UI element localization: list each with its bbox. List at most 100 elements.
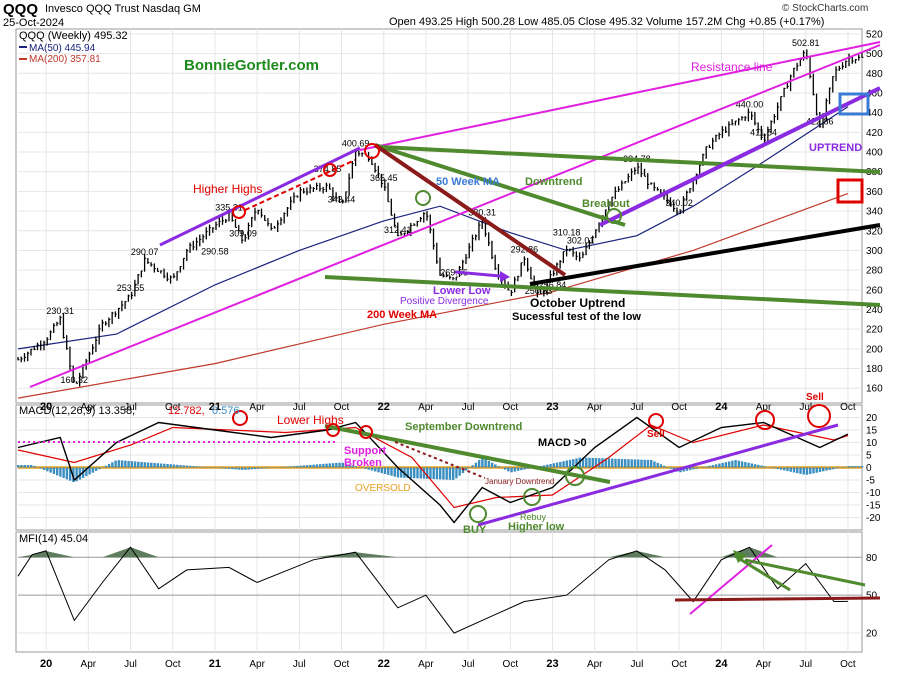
macd-histogram-bar: [611, 458, 614, 468]
x-tick-price-16: 24: [715, 401, 728, 413]
macd-histogram-bar: [682, 467, 685, 472]
purple-uptrend-line: [599, 86, 881, 227]
macd-legend-main: MACD(12,26,9) 13.358,: [19, 405, 135, 417]
macd-histogram-bar: [523, 467, 526, 470]
x-tick-bottom-5: Apr: [249, 659, 265, 670]
macd-histogram-bar: [218, 467, 221, 469]
macd-histogram-bar: [55, 467, 59, 476]
macd-histogram-bar: [140, 461, 143, 468]
macd-histogram-bar: [844, 466, 848, 468]
series-layer: 230.31 160.32 253.65 290.07 290.58 335.31 309.…: [17, 38, 864, 634]
x-tick-price-7: Oct: [334, 402, 350, 413]
legend-ma200: MA(200) 357.81: [29, 54, 101, 65]
price-data-label-9: 400.69: [342, 138, 370, 148]
price-data-label-11: 312.41: [384, 225, 412, 235]
macd-histogram-bar: [156, 463, 159, 468]
higher-highs-label: Higher Highs: [193, 182, 262, 196]
macd-histogram-bar: [591, 457, 594, 468]
macd-histogram-bar: [318, 464, 322, 468]
macd-histogram-bar: [744, 462, 747, 468]
macd-histogram-bar: [286, 466, 289, 468]
macd-histogram-bar: [776, 467, 779, 469]
ma50-line: [17, 106, 849, 350]
price-data-label-10: 365.45: [370, 173, 398, 183]
price-y-tick-8: 320: [866, 226, 883, 237]
macd-histogram-bar: [228, 467, 231, 469]
price-y-tick-15: 460: [866, 88, 883, 99]
macd-histogram-bar: [250, 467, 254, 470]
macd-histogram-bar: [292, 466, 296, 468]
mfi-support-line: [674, 596, 881, 602]
macd-histogram-bar: [257, 467, 260, 469]
macd-histogram-bar: [448, 467, 452, 480]
higher-low-label: Higher low: [508, 521, 565, 533]
macd-histogram-bar: [861, 466, 864, 468]
macd-histogram-bar: [91, 467, 95, 473]
macd-histogram-bar: [633, 459, 637, 468]
macd-y-tick-0: -20: [866, 513, 881, 524]
macd-histogram-bar: [72, 467, 75, 483]
macd-histogram-bar: [111, 462, 114, 468]
macd-histogram-bar: [546, 464, 549, 468]
ohlc-text: Open 493.25 High 500.28 Low 485.05 Close…: [389, 16, 825, 28]
x-tick-price-6: Jul: [293, 402, 306, 413]
x-tick-bottom-17: Apr: [756, 659, 772, 670]
rebuy-circle: [523, 488, 541, 506]
price-data-label-7: 374.85: [314, 164, 342, 174]
x-tick-price-11: Oct: [503, 402, 519, 413]
macd-histogram-bar: [818, 467, 822, 473]
macd-histogram-bar: [763, 466, 767, 468]
macd-histogram-bar: [812, 467, 815, 474]
x-tick-bottom-11: Oct: [503, 659, 519, 670]
macd-histogram-bar: [568, 459, 572, 468]
macd-histogram-bar: [182, 465, 185, 468]
x-tick-bottom-19: Oct: [840, 659, 856, 670]
macd-histogram-bar: [179, 465, 182, 468]
macd-histogram-bar: [542, 465, 546, 468]
macd-histogram-bar: [770, 467, 773, 468]
macd-histogram-bar: [692, 467, 695, 470]
x-tick-bottom-7: Oct: [334, 659, 350, 670]
macd-histogram-bar: [426, 467, 429, 479]
lower-low-arrowhead: [500, 271, 510, 282]
macd-histogram-bar: [396, 467, 400, 478]
macd-histogram-bar: [413, 467, 416, 479]
macd-histogram-bar: [202, 466, 205, 468]
macd-histogram-bar: [484, 459, 487, 468]
macd-histogram-bar: [685, 467, 689, 471]
macd-histogram-bar: [260, 467, 263, 469]
macd-histogram-bar: [490, 462, 494, 468]
price-data-label-12: 269.66: [440, 267, 468, 277]
macd-histogram-bar: [646, 459, 650, 468]
macd-histogram-bar: [656, 462, 659, 468]
macd-histogram-bar: [669, 467, 672, 469]
macd-histogram-bar: [59, 467, 62, 477]
macd-histogram-bar: [617, 458, 620, 468]
macd-histogram-bar: [643, 459, 646, 468]
macd-histogram-bar: [737, 460, 741, 468]
ma50-circle: [415, 190, 431, 206]
macd-histogram-bar: [150, 462, 153, 468]
macd-histogram-bar: [52, 467, 56, 474]
price-data-label-2: 253.65: [117, 283, 145, 293]
macd-histogram-bar: [247, 467, 250, 470]
macd-histogram-bar: [513, 467, 517, 472]
price-y-tick-1: 180: [866, 364, 883, 375]
macd-histogram-bar: [137, 461, 140, 468]
macd-histogram-bar: [117, 460, 121, 468]
mfi-overbought-fill: [102, 547, 131, 558]
macd-histogram-bar: [98, 467, 101, 470]
macd-histogram-bar: [133, 461, 137, 468]
macd-histogram-bar: [357, 467, 361, 468]
macd-histogram-bar: [464, 467, 468, 471]
macd-histogram-bar: [377, 467, 380, 473]
macd-histogram-bar: [435, 467, 439, 480]
sell-circle-1: [648, 413, 664, 429]
price-data-label-17: 310.18: [553, 227, 581, 237]
macd-histogram-bar: [672, 467, 676, 471]
price-y-tick-4: 240: [866, 305, 883, 316]
x-tick-bottom-16: 24: [715, 658, 728, 670]
macd-histogram-bar: [195, 466, 198, 468]
macd-annotations: [18, 404, 839, 527]
green-long-line: [379, 145, 881, 174]
